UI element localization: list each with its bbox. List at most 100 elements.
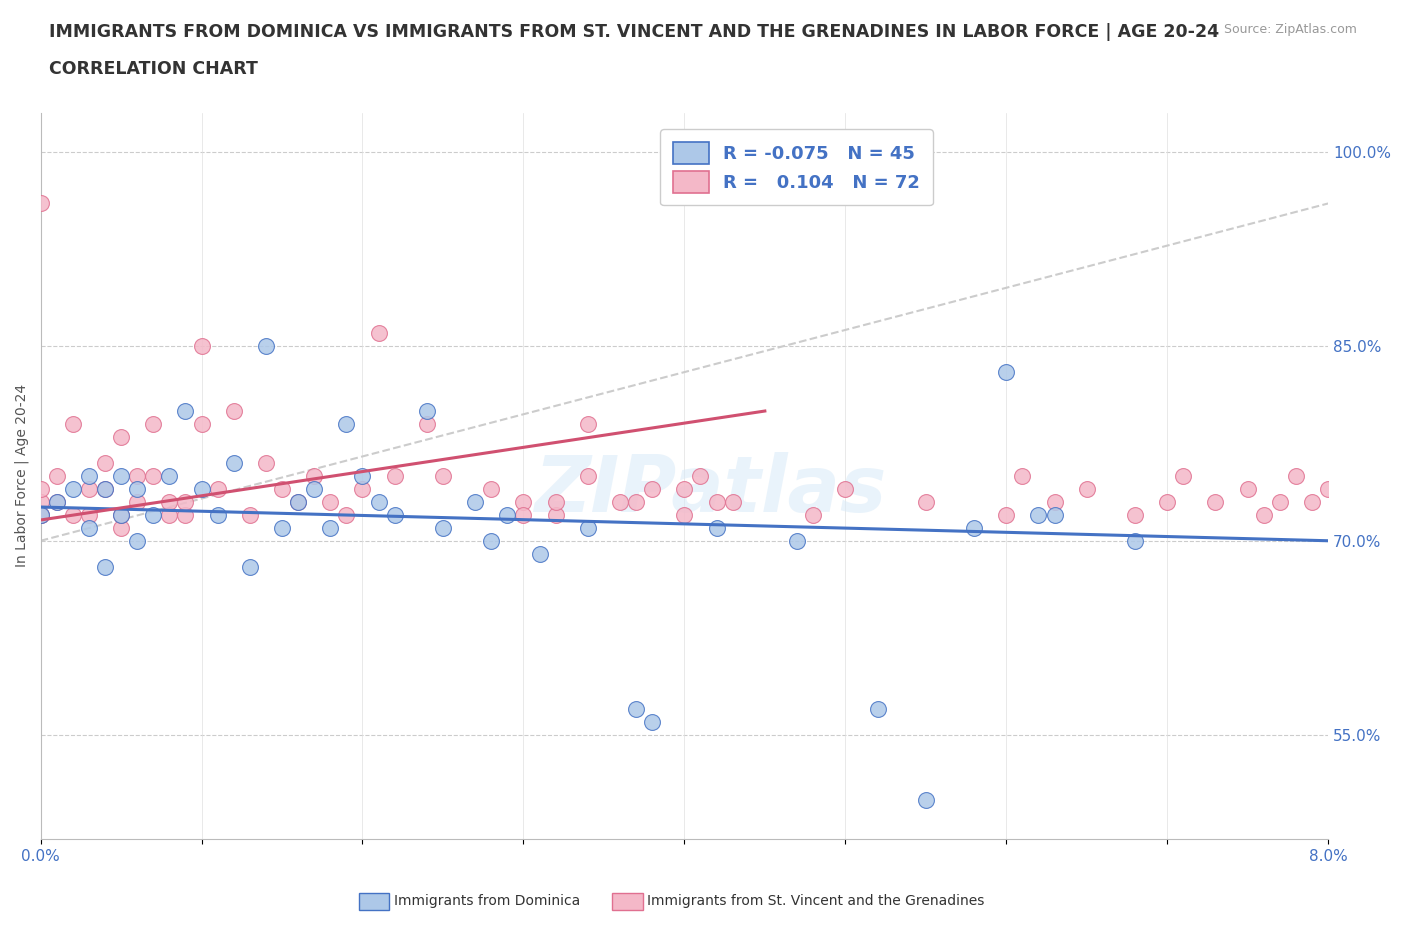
Point (174, 508, 197, 523)
Point (157, 495, 180, 510)
Point (207, 508, 229, 523)
Point (995, 508, 1018, 523)
Point (576, 417, 599, 432)
Point (62, 508, 84, 523)
Point (77, 521, 100, 536)
Point (239, 559, 262, 574)
Point (689, 469, 711, 484)
Point (721, 495, 744, 510)
Point (287, 495, 309, 510)
Point (786, 533, 808, 548)
Point (271, 482, 294, 497)
Point (30, 482, 52, 497)
Point (995, 365, 1018, 379)
Point (127, 482, 149, 497)
Point (1301, 495, 1323, 510)
Point (174, 495, 197, 510)
Point (45, 495, 67, 510)
Point (384, 469, 406, 484)
Point (319, 521, 342, 536)
Point (673, 482, 696, 497)
Point (624, 702, 647, 717)
Point (479, 533, 502, 548)
Point (207, 482, 229, 497)
Point (914, 792, 936, 807)
Point (30, 508, 52, 523)
Point (1011, 469, 1033, 484)
Point (254, 456, 277, 471)
Point (94, 559, 117, 574)
Point (464, 495, 486, 510)
Point (1043, 495, 1066, 510)
Text: Immigrants from Dominica: Immigrants from Dominica (394, 894, 579, 909)
Point (110, 508, 132, 523)
Point (30, 508, 52, 523)
Point (1285, 469, 1308, 484)
Point (367, 326, 389, 340)
Point (1076, 482, 1098, 497)
Point (287, 495, 309, 510)
Point (190, 482, 212, 497)
Point (174, 404, 197, 418)
Point (142, 417, 165, 432)
Point (94, 456, 117, 471)
Point (367, 495, 389, 510)
Point (94, 482, 117, 497)
Text: ZIPatlas: ZIPatlas (534, 452, 886, 528)
Point (801, 508, 824, 523)
Point (239, 508, 262, 523)
Point (271, 521, 294, 536)
Text: Source: ZipAtlas.com: Source: ZipAtlas.com (1223, 23, 1357, 36)
Point (127, 469, 149, 484)
Point (127, 495, 149, 510)
Point (624, 495, 647, 510)
Point (77, 482, 100, 497)
Point (335, 508, 357, 523)
Point (641, 482, 664, 497)
Point (1123, 508, 1146, 523)
Point (352, 469, 374, 484)
Point (529, 546, 551, 561)
Y-axis label: In Labor Force | Age 20-24: In Labor Force | Age 20-24 (15, 384, 30, 567)
Point (706, 521, 728, 536)
Point (142, 469, 165, 484)
Point (352, 482, 374, 497)
Point (30, 495, 52, 510)
Point (77, 469, 100, 484)
Point (157, 508, 180, 523)
Point (432, 521, 454, 536)
Point (384, 508, 406, 523)
Point (866, 702, 889, 717)
Point (1173, 469, 1195, 484)
Point (335, 417, 357, 432)
Point (62, 417, 84, 432)
Point (641, 715, 664, 730)
Point (432, 469, 454, 484)
Point (1236, 482, 1258, 497)
Point (834, 482, 856, 497)
Text: IMMIGRANTS FROM DOMINICA VS IMMIGRANTS FROM ST. VINCENT AND THE GRENADINES IN LA: IMMIGRANTS FROM DOMINICA VS IMMIGRANTS F… (49, 23, 1219, 41)
Point (479, 482, 502, 497)
Point (110, 430, 132, 445)
Point (30, 508, 52, 523)
Point (1123, 533, 1146, 548)
Point (1268, 495, 1291, 510)
Point (319, 495, 342, 510)
Point (30, 196, 52, 211)
Point (914, 495, 936, 510)
Point (1253, 508, 1275, 523)
Point (1028, 508, 1050, 523)
Point (1156, 495, 1178, 510)
Point (1317, 482, 1340, 497)
Point (142, 508, 165, 523)
Point (416, 404, 439, 418)
Point (94, 482, 117, 497)
Point (190, 339, 212, 353)
Point (512, 495, 534, 510)
Point (576, 521, 599, 536)
Point (110, 508, 132, 523)
Point (496, 508, 519, 523)
Point (706, 495, 728, 510)
Point (673, 508, 696, 523)
Point (77, 508, 100, 523)
